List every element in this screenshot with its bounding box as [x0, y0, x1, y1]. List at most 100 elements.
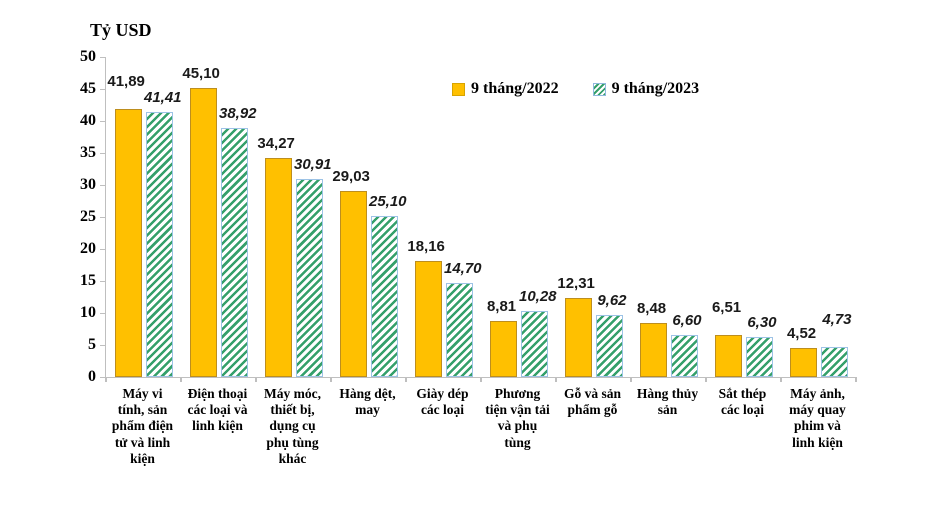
- bar-2022: 8,48: [637, 300, 667, 377]
- bar-2023: 41,41: [144, 89, 182, 377]
- value-label-2023: 6,30: [747, 313, 777, 331]
- value-label-2023: 9,62: [597, 292, 627, 310]
- category-label: Máy ảnh, máy quay phim và linh kiện: [789, 386, 846, 450]
- category-label: Sắt thép các loại: [718, 386, 767, 418]
- y-tick-mark: [100, 312, 106, 314]
- legend: 9 tháng/2022 9 tháng/2023: [452, 80, 699, 98]
- bar-2022: 41,89: [107, 73, 145, 377]
- legend-item-2022: 9 tháng/2022: [452, 80, 559, 98]
- value-label-2023: 38,92: [218, 104, 257, 122]
- y-tick-mark: [100, 376, 106, 378]
- category-label: Điện thoại các loại và linh kiện: [187, 386, 248, 434]
- x-tick-mark: [180, 377, 182, 382]
- bar-groups: 41,89 41,41 45,10 38,92 34,27 30,91 29,03 25,10…: [106, 57, 856, 377]
- x-tick-mark: [480, 377, 482, 382]
- category-label: Hàng dệt, may: [339, 386, 396, 418]
- bar-2022: 6,51: [712, 299, 742, 377]
- category-label: Giày dép các loại: [416, 386, 469, 418]
- x-tick-mark: [630, 377, 632, 382]
- y-tick-label: 20: [80, 240, 96, 257]
- value-label-2022: 29,03: [332, 168, 370, 186]
- value-label-2022: 34,27: [257, 134, 295, 152]
- y-tick-mark: [100, 344, 106, 346]
- y-tick-label: 30: [80, 176, 96, 193]
- bar-2022: 4,52: [787, 325, 817, 377]
- bar-2023: 14,70: [444, 260, 482, 377]
- value-label-2023: 41,41: [143, 88, 182, 106]
- bar-2023: 30,91: [294, 156, 332, 377]
- value-label-2023: 14,70: [443, 259, 482, 277]
- x-tick-mark: [105, 377, 107, 382]
- x-axis-labels: Máy vi tính, sản phẩm điện tử và linh ki…: [105, 386, 855, 467]
- x-tick-mark: [705, 377, 707, 382]
- bar-2022: 34,27: [257, 135, 295, 377]
- bar-2023: 4,73: [820, 311, 852, 377]
- value-label-2022: 45,10: [182, 65, 220, 83]
- x-tick-mark: [330, 377, 332, 382]
- bar-2023: 6,30: [745, 314, 777, 377]
- y-tick-mark: [100, 280, 106, 282]
- y-tick-mark: [100, 88, 106, 90]
- category-label: Hàng thủy sản: [636, 386, 699, 418]
- category-label: Gỗ và sản phẩm gỗ: [563, 386, 621, 418]
- bar-2023: 38,92: [219, 105, 257, 377]
- bar-group: 12,31 9,62: [556, 57, 631, 377]
- category-label: Máy vi tính, sản phẩm điện tử và linh ki…: [111, 386, 174, 466]
- y-tick-label: 40: [80, 112, 96, 129]
- value-label-2023: 4,73: [822, 310, 852, 328]
- bar-group: 29,03 25,10: [331, 57, 407, 377]
- bar-group: 4,52 4,73: [781, 57, 856, 377]
- value-label-2023: 25,10: [368, 193, 407, 211]
- bar-2022: 45,10: [182, 65, 220, 377]
- bar-2023: 10,28: [519, 288, 557, 377]
- x-tick-mark: [780, 377, 782, 382]
- y-tick-label: 5: [88, 336, 96, 353]
- bar-2022: 8,81: [487, 298, 517, 377]
- legend-item-2023: 9 tháng/2023: [592, 80, 700, 98]
- y-tick-mark: [100, 216, 106, 218]
- value-label-2022: 4,52: [786, 325, 817, 343]
- bar-2022: 29,03: [332, 168, 370, 377]
- value-label-2022: 8,48: [636, 299, 667, 317]
- value-label-2022: 8,81: [486, 297, 517, 315]
- bar-2022: 18,16: [407, 238, 445, 377]
- y-tick-mark: [100, 56, 106, 58]
- bar-2023: 25,10: [369, 193, 407, 377]
- value-label-2022: 18,16: [407, 237, 445, 255]
- x-tick-mark: [405, 377, 407, 382]
- value-label-2023: 6,60: [672, 311, 702, 329]
- bar-group: 41,89 41,41: [106, 57, 182, 377]
- y-tick-mark: [100, 184, 106, 186]
- bar-group: 8,48 6,60: [631, 57, 706, 377]
- y-tick-mark: [100, 248, 106, 250]
- x-tick-mark: [555, 377, 557, 382]
- legend-swatch-2022-icon: [452, 82, 465, 96]
- y-tick-label: 15: [80, 272, 96, 289]
- value-label-2022: 12,31: [557, 275, 595, 293]
- legend-label-2022: 9 tháng/2022: [471, 80, 559, 97]
- y-tick-label: 0: [88, 368, 96, 385]
- category-label: Phương tiện vận tải và phụ tùng: [485, 386, 550, 450]
- bar-group: 8,81 10,28: [481, 57, 557, 377]
- y-tick-label: 25: [80, 208, 96, 225]
- value-label-2023: 10,28: [518, 288, 557, 306]
- bar-group: 6,51 6,30: [706, 57, 781, 377]
- x-tick-mark: [855, 377, 857, 382]
- y-tick-label: 45: [80, 80, 96, 97]
- category-label: Máy móc, thiết bị, dụng cụ phụ tùng khác: [264, 386, 321, 466]
- chart-title: Tỷ USD: [90, 20, 152, 40]
- y-tick-label: 10: [80, 304, 96, 321]
- legend-label-2023: 9 tháng/2023: [611, 80, 700, 97]
- y-tick-mark: [100, 120, 106, 122]
- x-tick-mark: [255, 377, 257, 382]
- value-label-2023: 30,91: [293, 156, 332, 174]
- bar-2023: 6,60: [670, 312, 702, 377]
- y-tick-mark: [100, 152, 106, 154]
- bar-2022: 12,31: [557, 275, 595, 377]
- y-tick-label: 50: [80, 48, 96, 65]
- plot-area: 41,89 41,41 45,10 38,92 34,27 30,91 29,03 25,10…: [80, 48, 857, 385]
- value-label-2022: 6,51: [711, 299, 742, 317]
- legend-swatch-2023-icon: [592, 82, 606, 96]
- bar-group: 45,10 38,92: [181, 57, 257, 377]
